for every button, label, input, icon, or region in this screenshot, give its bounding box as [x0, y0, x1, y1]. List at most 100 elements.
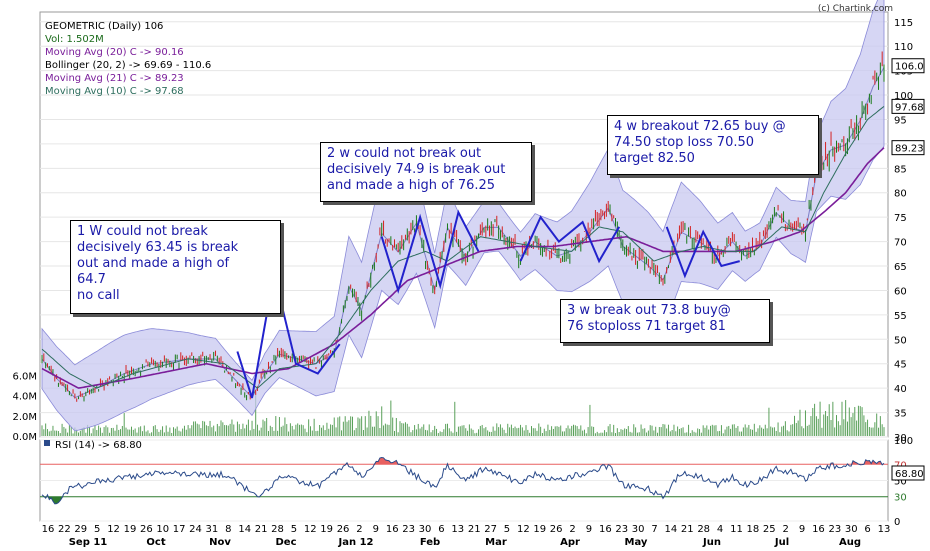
- price-tick-label: 95: [894, 115, 907, 126]
- copyright: (c) Chartink.com: [818, 4, 893, 14]
- note-4w: 4 w breakout 72.65 buy @ 74.50 stop loss…: [607, 115, 819, 175]
- x-tick-label: 26: [140, 524, 153, 535]
- x-tick-label: 4: [717, 524, 723, 535]
- bollinger-band: [41, 0, 885, 432]
- ma10-legend: Moving Avg (10) C -> 97.68: [45, 86, 184, 97]
- rsi-tick-label: 0: [894, 517, 900, 528]
- x-tick-label: 14: [665, 524, 678, 535]
- x-axis-months: Sep 11 Oct Nov Dec Jan 12 Feb Mar Apr May Jun Jul A…: [69, 537, 861, 548]
- volume-tick-label: 4.0M: [12, 392, 37, 403]
- ma20-legend: Moving Avg (20) C -> 90.16: [45, 47, 184, 58]
- close-price-label: 106.0: [895, 62, 924, 73]
- note-2w-line: and made a high of 76.25: [327, 178, 496, 193]
- x-tick-label: 26: [550, 524, 563, 535]
- x-tick-label: 21: [468, 524, 481, 535]
- x-tick-label: 25: [763, 524, 776, 535]
- x-month-label: Nov: [209, 537, 231, 548]
- bollinger-legend: Bollinger (20, 2) -> 69.69 - 110.6: [45, 60, 211, 71]
- note-1w-line: no call: [77, 288, 120, 303]
- note-3w-line: 76 stoploss 71 target 81: [567, 319, 726, 334]
- x-tick-label: 28: [697, 524, 710, 535]
- x-month-label: Jun: [702, 537, 721, 548]
- volume-line: Vol: 1.502M: [45, 34, 104, 45]
- x-tick-label: 16: [599, 524, 612, 535]
- volume-bars: [41, 393, 885, 436]
- x-tick-label: 16: [386, 524, 399, 535]
- x-month-label: Feb: [420, 537, 440, 548]
- x-tick-label: 10: [156, 524, 169, 535]
- x-axis-ticks: 16 22 29 5 12 19 26 10 17 24 31 8 14 21 28 5 12 19 26 2 9 16 2…: [42, 524, 891, 535]
- rsi-axis: 0305070100: [894, 436, 913, 528]
- note-2w: 2 w could not break out decisively 74.9 …: [320, 142, 532, 202]
- rsi-line: [41, 456, 885, 505]
- price-tick-label: 35: [894, 409, 907, 420]
- x-tick-label: 21: [681, 524, 694, 535]
- rsi-legend: RSI (14) -> 68.80: [55, 440, 142, 451]
- ma10-price-label: 97.68: [895, 102, 924, 113]
- volume-tick-label: 2.0M: [12, 412, 37, 423]
- x-tick-label: 30: [632, 524, 645, 535]
- x-tick-label: 28: [271, 524, 284, 535]
- x-tick-label: 31: [206, 524, 219, 535]
- x-tick-label: 6: [438, 524, 444, 535]
- x-tick-label: 5: [94, 524, 100, 535]
- x-tick-label: 6: [864, 524, 870, 535]
- price-tick-label: 115: [894, 18, 913, 29]
- x-tick-label: 30: [419, 524, 432, 535]
- ma21-price-label: 89.23: [895, 144, 924, 155]
- rsi-legend-swatch: [44, 440, 50, 446]
- note-1w-line: decisively 63.45 is break: [77, 240, 239, 255]
- x-tick-label: 12: [304, 524, 317, 535]
- ma21-legend: Moving Avg (21) C -> 89.23: [45, 73, 184, 84]
- price-tick-label: 110: [894, 42, 913, 53]
- note-2w-line: 2 w could not break out: [327, 146, 482, 161]
- x-month-label: Oct: [146, 537, 165, 548]
- x-tick-label: 16: [812, 524, 825, 535]
- pattern-2w: [380, 209, 480, 294]
- x-tick-label: 22: [58, 524, 71, 535]
- price-tick-label: 60: [894, 286, 907, 297]
- x-month-label: Jul: [774, 537, 789, 548]
- note-4w-line: target 82.50: [614, 151, 695, 166]
- ma10-price-tag: 97.68: [891, 98, 925, 114]
- x-tick-label: 12: [107, 524, 120, 535]
- x-month-label: Dec: [275, 537, 296, 548]
- x-tick-label: 9: [586, 524, 592, 535]
- x-tick-label: 27: [484, 524, 497, 535]
- rsi-tick-label: 30: [894, 493, 907, 504]
- price-tick-label: 70: [894, 238, 907, 249]
- x-tick-label: 16: [42, 524, 55, 535]
- ma10-line: [41, 106, 885, 389]
- x-tick-label: 13: [451, 524, 464, 535]
- x-month-label: Aug: [839, 537, 861, 548]
- x-tick-label: 5: [291, 524, 297, 535]
- pattern-1w: [236, 273, 341, 399]
- x-tick-label: 8: [225, 524, 231, 535]
- note-4w-line: 4 w breakout 72.65 buy @: [614, 119, 786, 134]
- chart-header: GEOMETRIC (Daily) 106 Vol: 1.502M Moving…: [45, 4, 893, 97]
- price-tick-label: 80: [894, 189, 907, 200]
- rsi-value-label: 68.80: [895, 469, 924, 480]
- x-tick-label: 23: [828, 524, 841, 535]
- price-tick-label: 45: [894, 360, 907, 371]
- note-1w-line: out and made a high of: [77, 256, 230, 271]
- x-tick-label: 30: [845, 524, 858, 535]
- price-tick-label: 75: [894, 213, 907, 224]
- x-tick-label: 19: [124, 524, 137, 535]
- price-tick-label: 50: [894, 335, 907, 346]
- volume-axis: 0.0M 2.0M 4.0M 6.0M: [12, 371, 37, 443]
- x-tick-label: 18: [746, 524, 759, 535]
- note-4w-line: 74.50 stop loss 70.50: [614, 135, 755, 150]
- ma21-line: [41, 147, 885, 389]
- price-axis: 3035404550556065707580859095100105110115: [894, 18, 913, 444]
- x-tick-label: 29: [74, 524, 87, 535]
- price-tick-label: 40: [894, 384, 907, 395]
- x-tick-label: 23: [402, 524, 415, 535]
- note-1w-line: 1 W could not break: [77, 224, 208, 239]
- ma21-price-tag: 89.23: [891, 140, 925, 156]
- price-tick-label: 65: [894, 262, 907, 273]
- x-tick-label: 7: [651, 524, 657, 535]
- pattern-3w: [519, 215, 621, 264]
- volume-tick-label: 0.0M: [12, 432, 37, 443]
- price-tick-label: 100: [894, 91, 913, 102]
